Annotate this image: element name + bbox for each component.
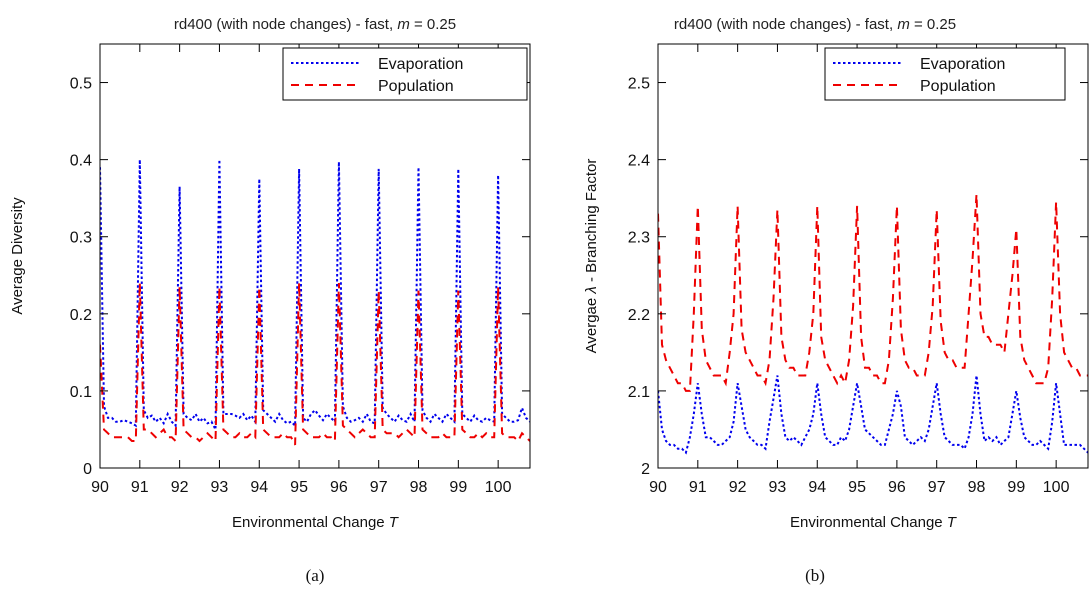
x-tick-label: 90 xyxy=(91,479,109,496)
x-tick-label: 96 xyxy=(888,479,906,496)
y-tick-label: 0.3 xyxy=(70,230,92,247)
chart-b: rd400 (with node changes) - fast, m = 0.… xyxy=(583,16,1089,585)
x-tick-label: 95 xyxy=(848,479,866,496)
y-tick-label: 2 xyxy=(641,461,650,478)
x-tick-label: 92 xyxy=(171,479,189,496)
y-tick-label: 0.4 xyxy=(70,153,92,170)
legend-box xyxy=(282,47,528,101)
series-line-evaporation xyxy=(658,375,1088,455)
x-tick-label: 99 xyxy=(449,479,467,496)
x-tick-label: 99 xyxy=(1007,479,1025,496)
y-axis-label-symbol: λ xyxy=(583,286,600,294)
x-tick-label: 97 xyxy=(370,479,388,496)
x-tick-label: 90 xyxy=(649,479,667,496)
y-tick-label: 0.5 xyxy=(70,76,92,93)
y-axis-label: Average Diversity xyxy=(9,197,26,315)
chart-title: rd400 (with node changes) - fast, m = 0.… xyxy=(174,16,456,33)
y-tick-label: 0.2 xyxy=(70,307,92,324)
x-tick-label: 100 xyxy=(1043,479,1070,496)
x-tick-label: 94 xyxy=(808,479,826,496)
y-axis-label-text: Avergae xyxy=(583,294,600,354)
chart-title-rest: = 0.25 xyxy=(910,16,956,33)
y-tick-label: 2.5 xyxy=(628,76,650,93)
legend-box xyxy=(824,47,1066,101)
plot-frame xyxy=(657,43,1089,469)
series-line-population xyxy=(100,282,530,446)
series-line-evaporation xyxy=(100,159,530,430)
x-tick-label: 93 xyxy=(769,479,787,496)
chart-title-text: rd400 (with node changes) - fast, xyxy=(174,16,397,33)
x-axis-label-var: T xyxy=(389,514,400,531)
chart-title-rest: = 0.25 xyxy=(410,16,456,33)
x-tick-label: 98 xyxy=(968,479,986,496)
chart-a: rd400 (with node changes) - fast, m = 0.… xyxy=(9,16,531,585)
x-tick-label: 96 xyxy=(330,479,348,496)
legend: Evaporation Population xyxy=(824,47,1066,101)
x-tick-label: 91 xyxy=(131,479,149,496)
x-axis-label-text: Environmental Change xyxy=(790,514,947,531)
y-tick-label: 0.1 xyxy=(70,384,92,401)
x-tick-label: 94 xyxy=(250,479,268,496)
x-tick-label: 100 xyxy=(485,479,512,496)
legend-label-evaporation: Evaporation xyxy=(920,56,1005,73)
x-axis-label-var: T xyxy=(947,514,958,531)
legend-label-population: Population xyxy=(378,78,454,95)
chart-title-text: rd400 (with node changes) - fast, xyxy=(674,16,897,33)
legend: Evaporation Population xyxy=(282,47,528,101)
y-tick-label: 2.2 xyxy=(628,307,650,324)
chart-caption: (a) xyxy=(306,566,325,585)
x-tick-label: 95 xyxy=(290,479,308,496)
x-axis-label: Environmental Change T xyxy=(790,514,958,531)
x-tick-label: 92 xyxy=(729,479,747,496)
y-axis-label: Avergae λ - Branching Factor xyxy=(583,159,600,354)
chart-title: rd400 (with node changes) - fast, m = 0.… xyxy=(674,16,956,33)
x-axis-label-text: Environmental Change xyxy=(232,514,389,531)
y-tick-label: 0 xyxy=(83,461,92,478)
plot-area xyxy=(100,159,530,446)
y-tick-label: 2.4 xyxy=(628,153,650,170)
y-axis-label-text: Average Diversity xyxy=(9,197,26,315)
y-axis-label-rest: - Branching Factor xyxy=(583,159,600,287)
x-tick-label: 97 xyxy=(928,479,946,496)
chart-caption: (b) xyxy=(805,566,825,585)
y-tick-label: 2.3 xyxy=(628,230,650,247)
series-line-population xyxy=(658,194,1088,392)
legend-label-population: Population xyxy=(920,78,996,95)
chart-title-var: m xyxy=(897,16,910,33)
x-tick-label: 98 xyxy=(410,479,428,496)
plot-frame xyxy=(99,43,531,469)
y-tick-label: 2.1 xyxy=(628,384,650,401)
x-tick-label: 93 xyxy=(211,479,229,496)
plot-area xyxy=(658,194,1088,455)
x-axis-label: Environmental Change T xyxy=(232,514,400,531)
legend-label-evaporation: Evaporation xyxy=(378,56,463,73)
chart-title-var: m xyxy=(397,16,410,33)
x-tick-label: 91 xyxy=(689,479,707,496)
